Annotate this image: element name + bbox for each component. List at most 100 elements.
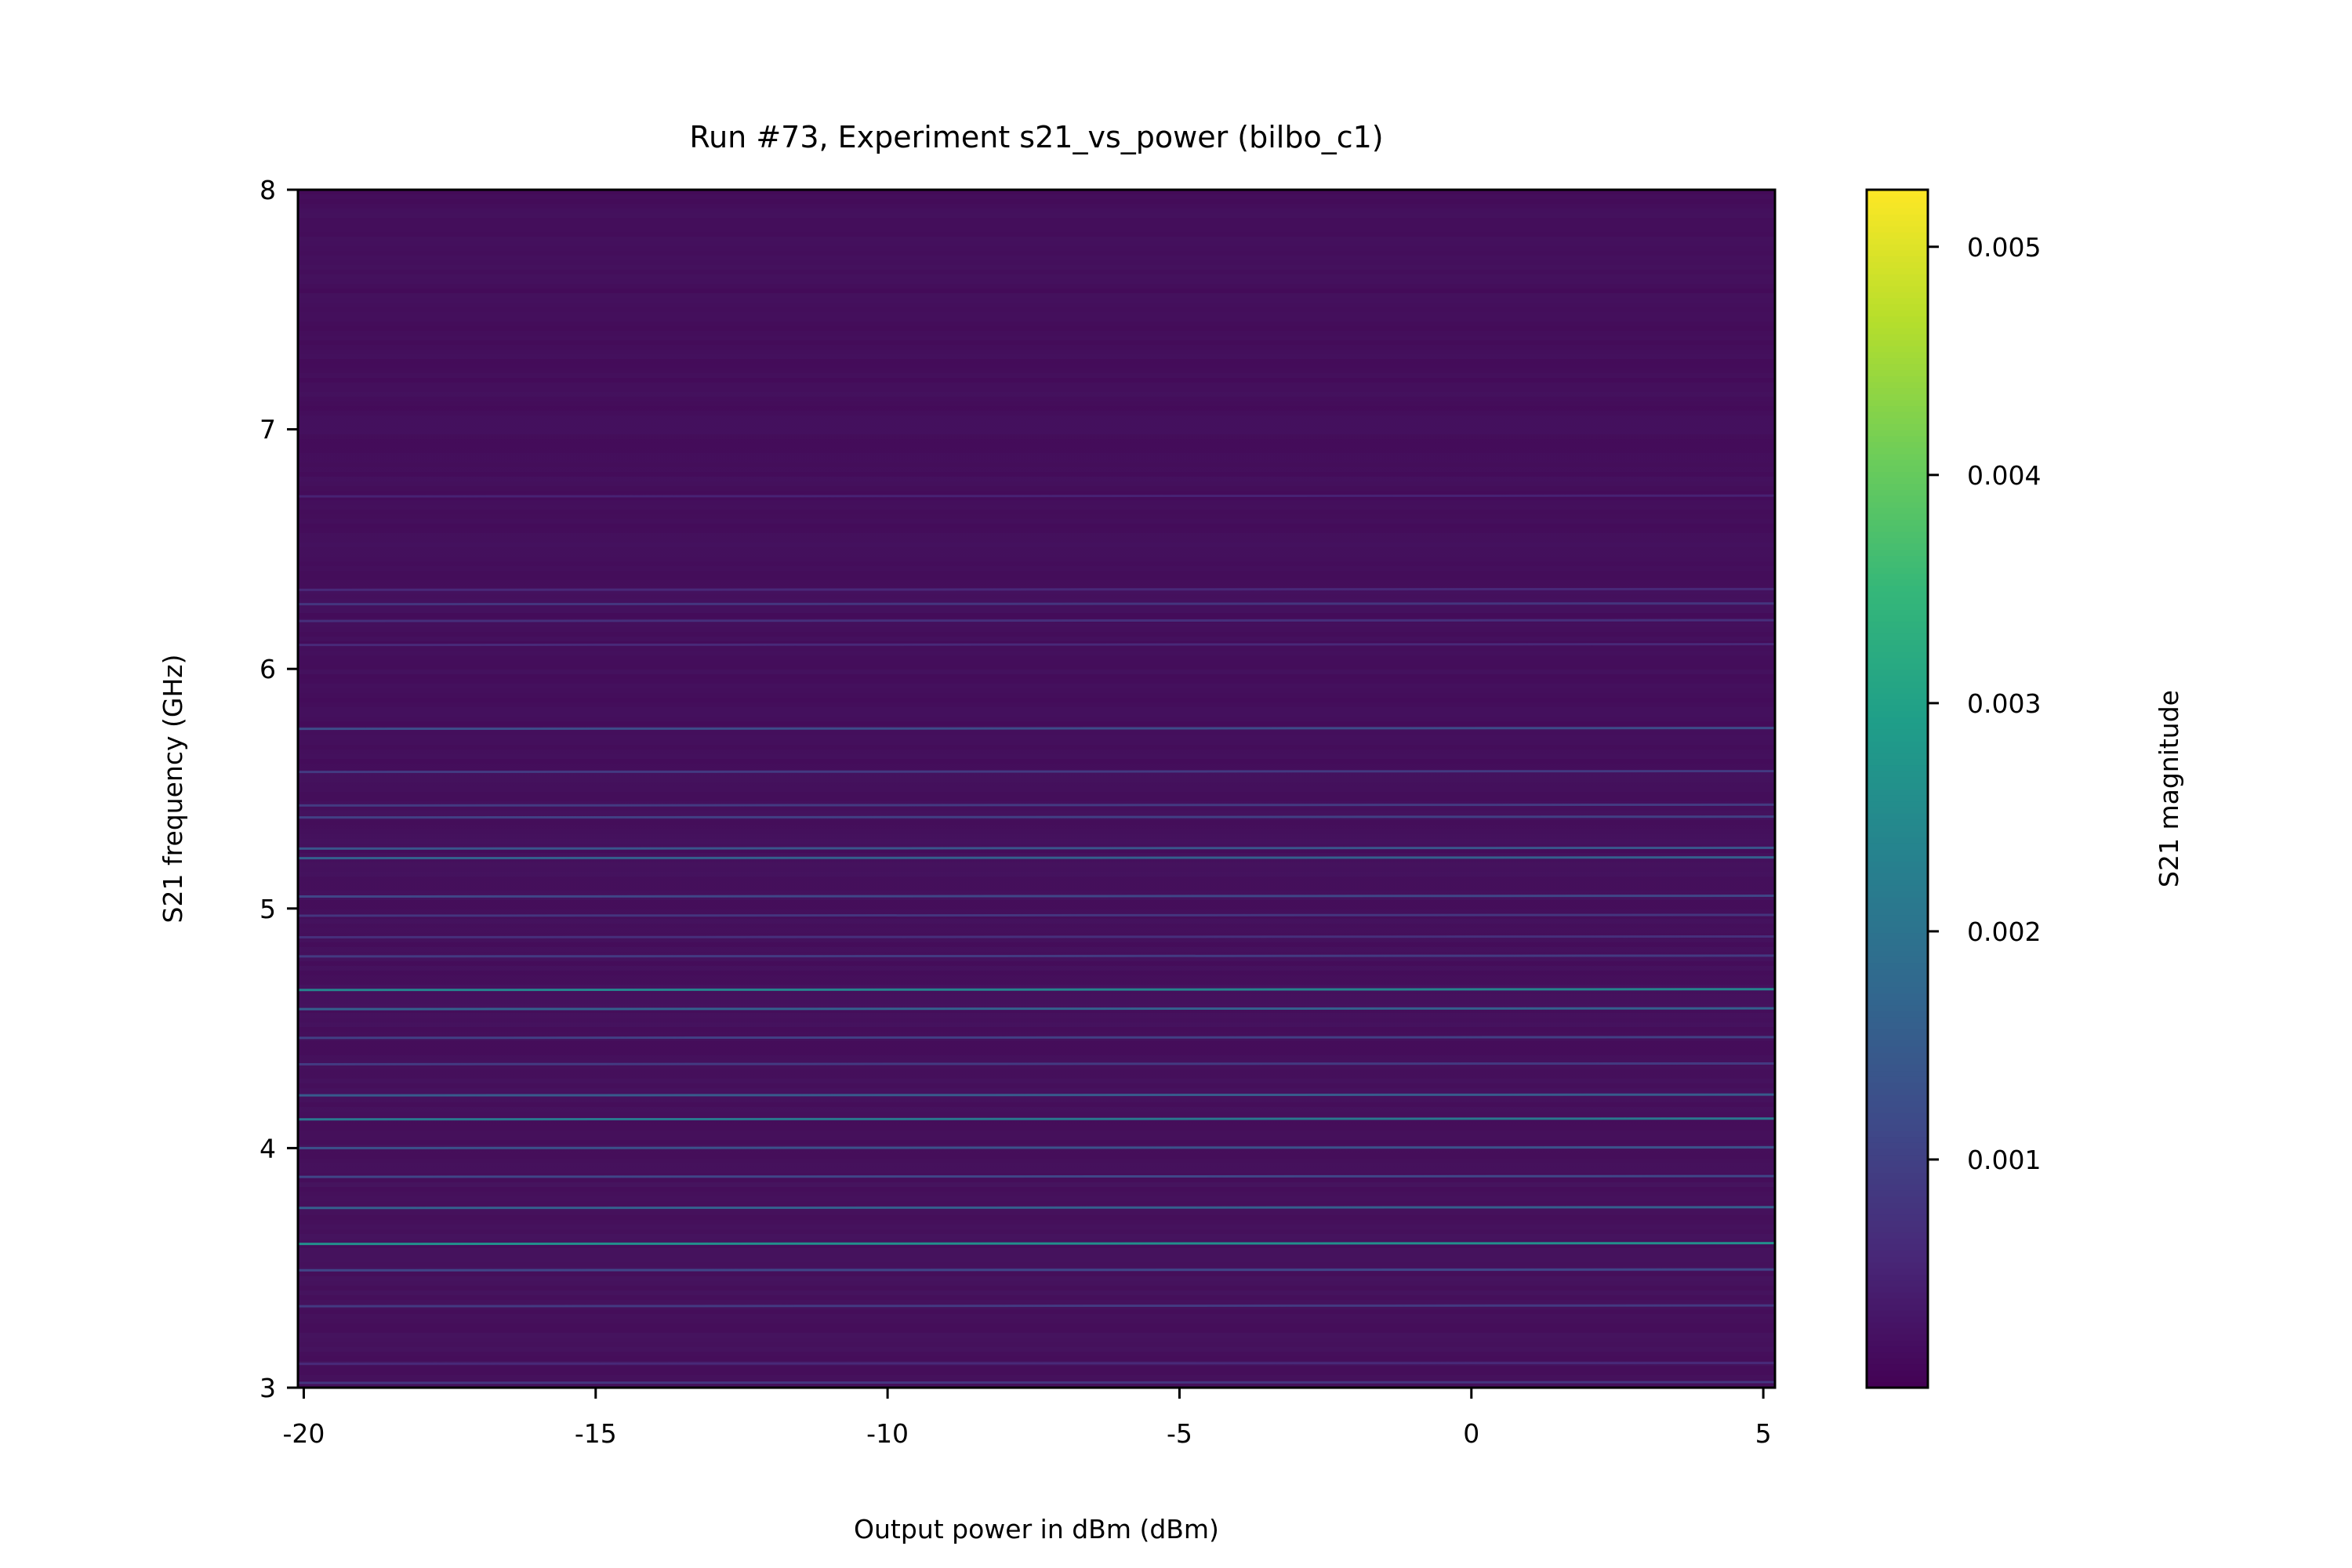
colorbar-step — [1867, 1321, 1928, 1329]
noise-band — [298, 1102, 1775, 1107]
noise-band — [298, 952, 1775, 956]
colorbar-step — [1867, 800, 1928, 808]
noise-band — [298, 877, 1775, 881]
colorbar-step — [1867, 1076, 1928, 1083]
colorbar-step — [1867, 1148, 1928, 1156]
noise-band — [298, 721, 1775, 726]
colorbar-step — [1867, 837, 1928, 844]
noise-band — [298, 787, 1775, 792]
colorbar-step — [1867, 1123, 1928, 1131]
noise-band — [298, 1022, 1775, 1027]
noise-band — [298, 1065, 1775, 1069]
colorbar-step — [1867, 603, 1928, 610]
colorbar-step — [1867, 321, 1928, 328]
noise-band — [298, 566, 1775, 571]
noise-band — [298, 834, 1775, 839]
noise-band — [298, 867, 1775, 872]
colorbar-step — [1867, 543, 1928, 550]
x-axis: -20 -15 -10 -5 0 5 — [282, 1388, 1772, 1449]
colorbar-step — [1867, 381, 1928, 389]
noise-band — [298, 538, 1775, 543]
noise-band — [298, 1069, 1775, 1074]
colorbar-step — [1867, 1058, 1928, 1065]
noise-band — [298, 312, 1775, 317]
colorbar-step — [1867, 746, 1928, 754]
colorbar-step — [1867, 393, 1928, 401]
noise-band — [298, 1149, 1775, 1154]
noise-band — [298, 204, 1775, 209]
noise-band — [298, 411, 1775, 416]
resonance-line — [298, 770, 1775, 774]
noise-band — [298, 1272, 1775, 1276]
noise-band — [298, 256, 1775, 260]
colorbar-step — [1867, 944, 1928, 952]
colorbar-step — [1867, 669, 1928, 676]
colorbar-step — [1867, 753, 1928, 760]
noise-band — [298, 632, 1775, 637]
colorbar-step — [1867, 1273, 1928, 1281]
colorbar-step — [1867, 327, 1928, 335]
colorbar-step — [1867, 435, 1928, 442]
noise-band — [298, 938, 1775, 942]
colorbar-step — [1867, 662, 1928, 670]
noise-band — [298, 209, 1775, 213]
colorbar-step — [1867, 411, 1928, 419]
noise-band — [298, 279, 1775, 284]
heatmap-plot-area — [296, 188, 1777, 1389]
colorbar-step — [1867, 1178, 1928, 1185]
noise-band — [298, 472, 1775, 477]
resonance-line — [298, 1174, 1775, 1178]
colorbar-step — [1867, 687, 1928, 694]
resonance-line — [298, 1381, 1775, 1385]
colorbar-step — [1867, 399, 1928, 407]
resonance-lines — [298, 494, 1775, 1385]
resonance-line — [298, 587, 1775, 591]
colorbar-step — [1867, 758, 1928, 766]
colorbar-step — [1867, 639, 1928, 646]
noise-band — [298, 608, 1775, 613]
noise-band — [298, 1215, 1775, 1220]
noise-band — [298, 547, 1775, 552]
y-axis: 3 4 5 6 7 8 — [260, 175, 298, 1403]
noise-band — [298, 274, 1775, 279]
colorbar-label: S21 magnitude — [2154, 690, 2184, 887]
noise-band — [298, 533, 1775, 538]
resonance-line — [298, 1206, 1775, 1210]
colorbar-tick-label: 0.005 — [1967, 232, 2041, 263]
noise-band — [298, 1027, 1775, 1032]
noise-band — [298, 1347, 1775, 1352]
colorbar-step — [1867, 1298, 1928, 1305]
noise-band — [298, 1234, 1775, 1239]
colorbar-step — [1867, 986, 1928, 993]
noise-band — [298, 303, 1775, 307]
colorbar-step — [1867, 902, 1928, 909]
noise-band — [298, 848, 1775, 853]
noise-band — [298, 989, 1775, 994]
noise-band — [298, 1281, 1775, 1286]
noise-band — [298, 627, 1775, 632]
colorbar-step — [1867, 501, 1928, 508]
colorbar-step — [1867, 1064, 1928, 1072]
noise-band — [298, 759, 1775, 764]
colorbar-step — [1867, 848, 1928, 856]
colorbar-step — [1867, 705, 1928, 712]
noise-band — [298, 891, 1775, 895]
colorbar-step — [1867, 579, 1928, 586]
noise-band — [298, 528, 1775, 533]
noise-band — [298, 491, 1775, 495]
noise-band — [298, 1055, 1775, 1060]
noise-band — [298, 1178, 1775, 1182]
colorbar-step — [1867, 1160, 1928, 1167]
colorbar-step — [1867, 896, 1928, 904]
resonance-line — [298, 1242, 1775, 1246]
noise-band — [298, 265, 1775, 270]
noise-band — [298, 392, 1775, 397]
noise-band — [298, 622, 1775, 627]
resonance-line — [298, 1268, 1775, 1272]
colorbar-step — [1867, 537, 1928, 544]
colorbar-step — [1867, 1052, 1928, 1059]
colorbar-step — [1867, 447, 1928, 455]
noise-band — [298, 797, 1775, 801]
colorbar-step — [1867, 333, 1928, 340]
noise-band — [298, 199, 1775, 204]
